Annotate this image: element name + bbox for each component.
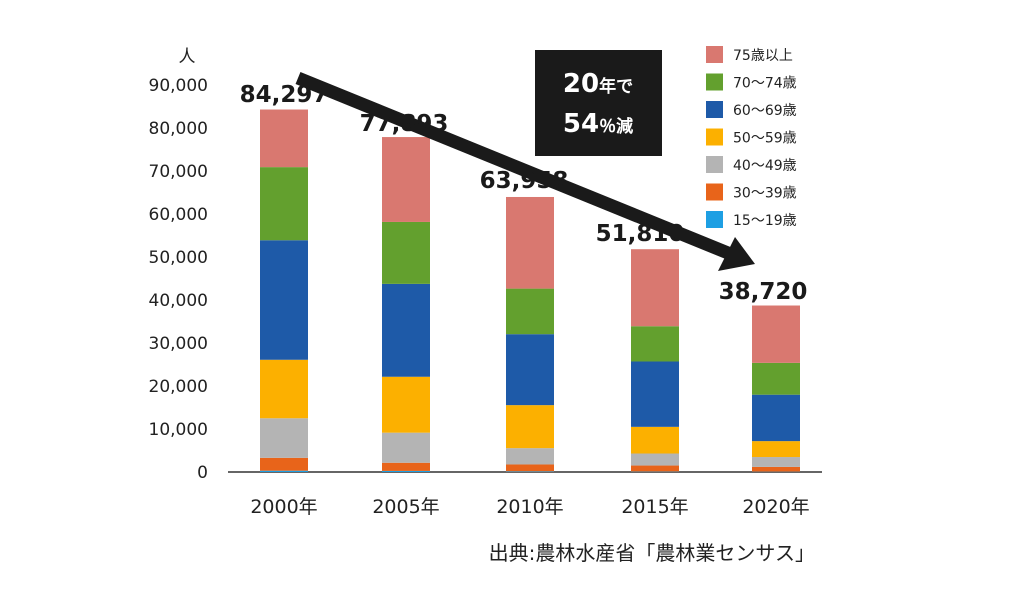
bar-segment bbox=[631, 326, 679, 362]
bar-segment bbox=[631, 453, 679, 466]
y-tick-label: 90,000 bbox=[149, 76, 208, 96]
bar-segment bbox=[260, 418, 308, 458]
reduction-callout: 20年で 54％減 bbox=[535, 50, 662, 156]
x-category-label: 2000年 bbox=[250, 496, 317, 518]
legend-swatch bbox=[706, 128, 723, 146]
bar-segment bbox=[260, 359, 308, 419]
bar-segment bbox=[752, 457, 800, 467]
y-tick-label: 70,000 bbox=[149, 162, 208, 182]
bar-segment bbox=[631, 465, 679, 472]
x-category-label: 2020年 bbox=[742, 496, 809, 518]
bar-segment bbox=[260, 109, 308, 168]
bar-segment bbox=[382, 462, 430, 471]
bar-total-label: 77,893 bbox=[360, 111, 449, 137]
bar-segment bbox=[506, 448, 554, 465]
bar-segment bbox=[506, 471, 554, 472]
total-labels: 84,297 77,893 63,958 51,810 38,720 bbox=[240, 82, 808, 305]
callout-box bbox=[535, 50, 662, 156]
bar-segment bbox=[752, 394, 800, 442]
legend-label: 30〜39歳 bbox=[733, 186, 797, 202]
legend-label: 60〜69歳 bbox=[733, 103, 797, 119]
legend-swatch bbox=[706, 211, 723, 228]
bar-segment bbox=[752, 362, 800, 395]
bar-segment bbox=[506, 464, 554, 472]
y-tick-label: 0 bbox=[197, 463, 208, 483]
bar-segment bbox=[260, 240, 308, 360]
y-axis-ticks: 0 10,000 20,000 30,000 40,000 50,000 60,000 70,… bbox=[149, 76, 208, 483]
bar-segment bbox=[382, 137, 430, 222]
legend-label: 50〜59歳 bbox=[733, 131, 797, 147]
legend-swatch bbox=[706, 156, 723, 173]
x-category-label: 2015年 bbox=[621, 496, 688, 518]
y-tick-label: 80,000 bbox=[149, 119, 208, 139]
callout-line-2: 54％減 bbox=[563, 109, 633, 139]
x-category-label: 2010年 bbox=[496, 496, 563, 518]
bar-segment bbox=[752, 305, 800, 363]
bar-total-label: 38,720 bbox=[719, 279, 808, 305]
legend: 75歳以上 70〜74歳 60〜69歳 50〜59歳 40〜49歳 30〜39歳 15〜19… bbox=[706, 46, 797, 229]
y-tick-label: 60,000 bbox=[149, 205, 208, 225]
legend-swatch bbox=[706, 101, 723, 118]
legend-label: 40〜49歳 bbox=[733, 158, 797, 174]
bar-segment bbox=[506, 196, 554, 289]
bar-segment bbox=[631, 361, 679, 427]
bar-segment bbox=[752, 466, 800, 472]
bar-total-label: 63,958 bbox=[480, 168, 569, 194]
y-tick-label: 20,000 bbox=[149, 377, 208, 397]
legend-label: 70〜74歳 bbox=[733, 76, 797, 92]
legend-label: 75歳以上 bbox=[733, 48, 793, 64]
bar-segment bbox=[260, 167, 308, 241]
bar-segment bbox=[382, 221, 430, 284]
legend-label: 15〜19歳 bbox=[733, 213, 797, 229]
bar-segment bbox=[382, 376, 430, 433]
bar-segment bbox=[382, 470, 430, 472]
bar-total-label: 51,810 bbox=[596, 221, 685, 247]
source-note: 出典:農林水産省「農林業センサス」 bbox=[489, 541, 815, 565]
bar-segment bbox=[506, 334, 554, 406]
y-tick-label: 30,000 bbox=[149, 334, 208, 354]
y-tick-label: 50,000 bbox=[149, 248, 208, 268]
x-axis-categories: 2000年 2005年 2010年 2015年 2020年 bbox=[250, 496, 809, 518]
bar-segment bbox=[382, 432, 430, 463]
bar-segment bbox=[631, 249, 679, 327]
x-category-label: 2005年 bbox=[372, 496, 439, 518]
legend-swatch bbox=[706, 46, 723, 63]
legend-swatch bbox=[706, 183, 723, 201]
bar-total-label: 84,297 bbox=[240, 82, 329, 108]
y-axis-unit: 人 bbox=[179, 47, 196, 67]
bar-segment bbox=[382, 283, 430, 377]
bar-segment bbox=[506, 288, 554, 335]
bar-segment bbox=[506, 405, 554, 449]
y-tick-label: 10,000 bbox=[149, 420, 208, 440]
y-tick-label: 40,000 bbox=[149, 291, 208, 311]
bars bbox=[260, 109, 800, 472]
bar-segment bbox=[752, 441, 800, 458]
bar-segment bbox=[260, 470, 308, 472]
legend-swatch bbox=[706, 73, 723, 91]
bar-segment bbox=[260, 457, 308, 471]
callout-line-1: 20年で bbox=[563, 69, 633, 99]
trend-arrow bbox=[295, 71, 755, 271]
bar-segment bbox=[631, 426, 679, 454]
